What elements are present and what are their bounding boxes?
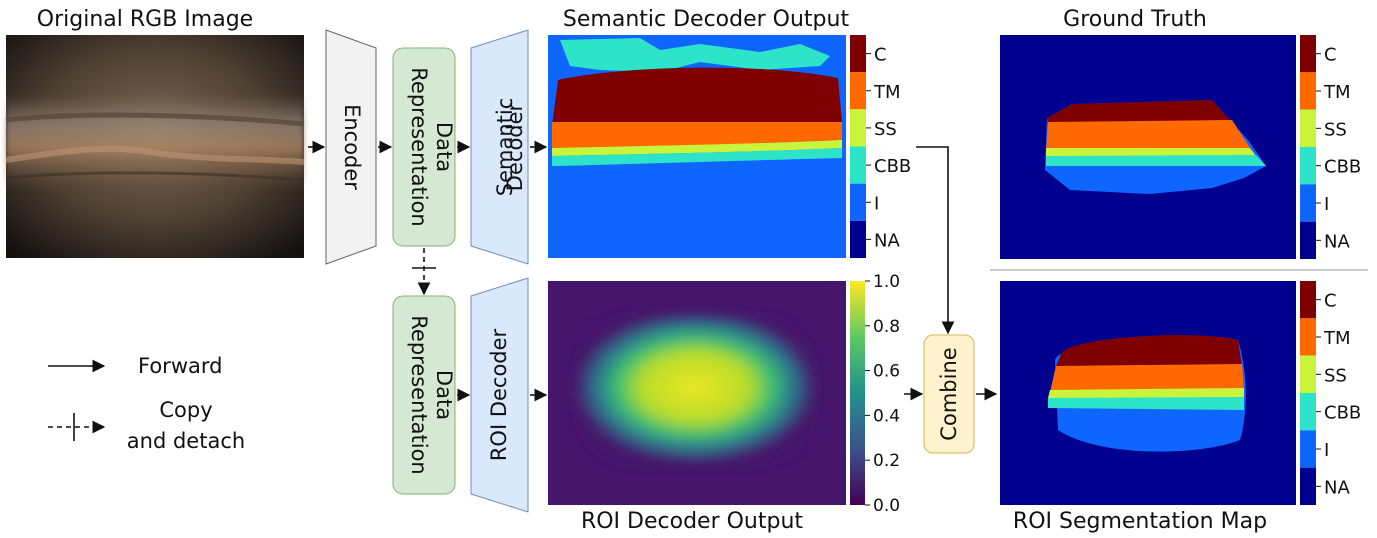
roi-tick-label: 1.0 [873,272,900,292]
class-swatch-i [850,183,866,221]
class-label-i: I [1324,194,1329,215]
class-label-na: NA [874,230,900,251]
class-label-c: C [1324,45,1337,66]
data-rep-bottom-line2: Representation [407,315,431,475]
class-swatch-tm [850,72,866,110]
legend-copy-line1: Copy [159,398,212,422]
class-swatch-ss [850,109,866,147]
roi-tick-label: 0.0 [873,496,900,516]
class-label-na: NA [1324,477,1350,498]
roi-output-title: ROI Decoder Output [581,509,803,534]
class-swatch-c [850,35,866,73]
legend-copy-line2: and detach [127,429,245,453]
class-swatch-na [850,220,866,258]
class-swatch-cbb [1300,147,1316,185]
roi-output-map [548,281,846,505]
class-swatch-na [1300,467,1316,505]
legend-forward-label: Forward [138,354,222,378]
class-label-ss: SS [874,119,897,140]
class-swatch-i [1300,430,1316,468]
roi-decoder-block: ROI Decoder [470,277,529,513]
class-swatch-tm [1300,72,1316,110]
roi-segmentation-map [1000,281,1296,505]
class-swatch-c [1300,35,1316,73]
class-label-cbb: CBB [1324,403,1361,424]
class-swatch-c [1300,281,1316,319]
class-colorbar-roi-segmentation: C TM SS CBB I NA [1300,281,1361,505]
roi-colorbar-ticks: 1.0 0.8 0.6 0.4 0.2 0.0 [865,272,900,516]
ground-truth-title: Ground Truth [1063,7,1207,32]
roi-tick-label: 0.8 [873,317,900,337]
semantic-decoder-line2-visible: Decoder [503,102,527,191]
semantic-output-title: Semantic Decoder Output [563,7,850,32]
class-label-c: C [1324,291,1337,312]
class-swatch-cbb [850,146,866,184]
roi-tick-label: 0.6 [873,362,900,382]
class-label-cbb: CBB [1324,157,1361,178]
combine-block: Combine [923,334,975,454]
encoder-label: Encoder [340,104,364,190]
class-colorbar-semantic: C TM SS CBB I NA [850,35,911,258]
class-swatch-na [1300,221,1316,259]
class-label-tm: TM [1323,82,1351,103]
roi-decoder-label: ROI Decoder [487,328,511,461]
class-label-i: I [1324,440,1329,461]
original-rgb-image [5,35,305,258]
roi-segmentation-title: ROI Segmentation Map [1013,509,1267,534]
class-label-ss: SS [1324,365,1347,386]
class-label-na: NA [1324,231,1350,252]
class-label-ss: SS [1324,119,1347,140]
class-label-tm: TM [1323,328,1351,349]
legend: Forward Copy and detach [48,354,245,453]
flow-arrows [308,140,998,402]
class-swatch-cbb [1300,393,1316,431]
class-swatch-ss [1300,355,1316,393]
data-representation-bottom: Data Representation [392,295,456,495]
data-representation-top: Data Representation [392,47,456,247]
data-rep-top-line2: Representation [407,67,431,227]
roi-tick-label: 0.4 [873,406,900,426]
semantic-output-map [548,35,846,258]
roi-tick-label: 0.2 [873,451,900,471]
roi-colorbar [850,281,865,505]
combine-label: Combine [937,347,961,440]
semantic-decoder-line1: Semantic [493,98,517,197]
class-colorbar-ground-truth: C TM SS CBB I NA [1300,35,1361,259]
data-rep-bottom-line1: Data [432,370,456,420]
semantic-decoder-block: Semantic Decoder Decoder [470,29,529,265]
class-label-c: C [874,45,887,66]
class-swatch-i [1300,184,1316,222]
arrow-semantic-to-combine [916,146,955,335]
class-label-cbb: CBB [874,156,911,177]
class-label-i: I [874,193,879,214]
original-image-title: Original RGB Image [37,7,253,32]
data-rep-top-line1: Data [432,122,456,172]
class-swatch-ss [1300,109,1316,147]
encoder-block: Encoder [325,29,377,265]
ground-truth-map [1000,35,1296,259]
class-swatch-tm [1300,318,1316,356]
class-label-tm: TM [873,82,901,103]
